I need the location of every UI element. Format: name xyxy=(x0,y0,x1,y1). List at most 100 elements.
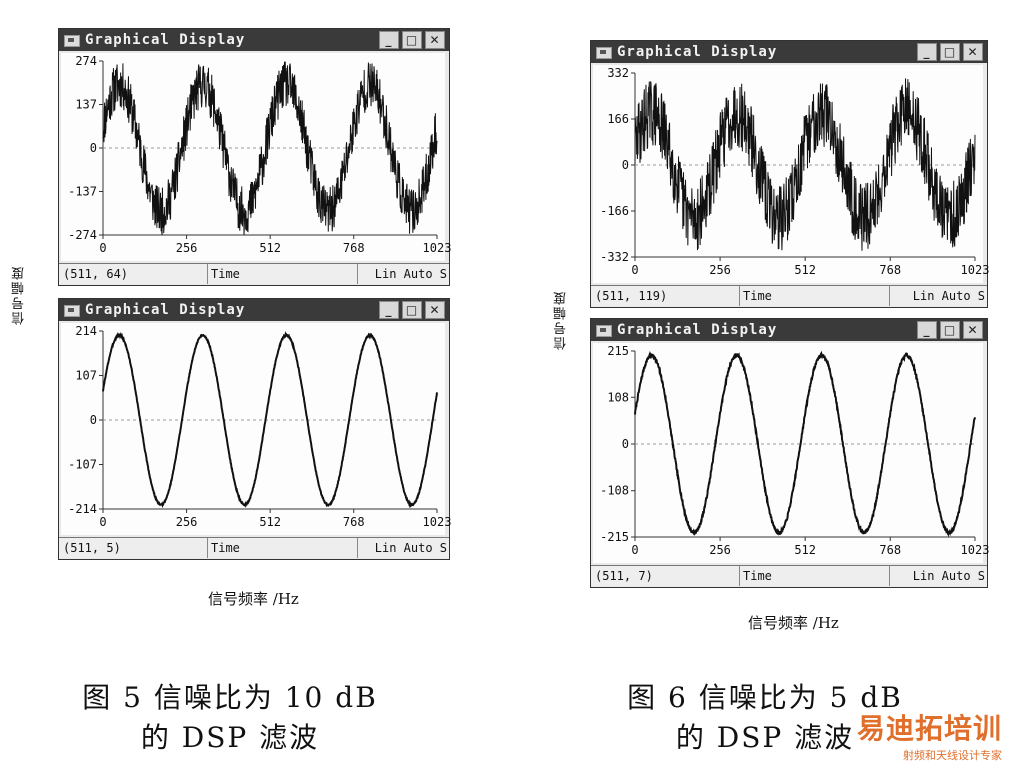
x-tick-label: 0 xyxy=(631,263,638,277)
maximize-icon: □ xyxy=(943,323,957,337)
cursor-readout: (511, 64) xyxy=(63,267,129,281)
x-tick-label: 512 xyxy=(259,241,281,255)
minimize-icon: _ xyxy=(923,323,931,337)
x-tick-label: 768 xyxy=(343,241,365,255)
y-tick-label: -137 xyxy=(68,185,97,199)
y-tick-label: 0 xyxy=(622,158,629,172)
close-icon: ✕ xyxy=(967,45,979,59)
x-tick-label: 256 xyxy=(176,515,198,529)
close-button[interactable]: ✕ xyxy=(963,43,983,61)
display-mode[interactable]: Time xyxy=(211,267,240,281)
window-title: Graphical Display xyxy=(617,322,778,338)
y-tick-label: -332 xyxy=(600,250,629,264)
y-axis-label-right: 信号幅度 xyxy=(554,290,569,350)
scale-mode[interactable]: Lin Auto S xyxy=(912,289,985,303)
window-title: Graphical Display xyxy=(85,32,246,48)
window-title-bar[interactable]: Graphical Display _ □ ✕ xyxy=(59,29,449,51)
plot-area: 274 137 0 -137 -274 0 256 512 768 1023 xyxy=(61,53,451,261)
minimize-button[interactable]: _ xyxy=(379,31,399,49)
cursor-readout: (511, 7) xyxy=(595,569,653,583)
scale-mode[interactable]: Lin Auto S xyxy=(374,541,447,555)
maximize-button[interactable]: □ xyxy=(402,301,422,319)
figure-5-caption-line1: 图 5 信噪比为 10 dB xyxy=(82,681,378,714)
maximize-button[interactable]: □ xyxy=(402,31,422,49)
y-tick-label: 0 xyxy=(622,437,629,451)
window-app-icon xyxy=(596,47,612,59)
watermark-brand: 易迪拓培训 xyxy=(856,712,1002,745)
y-tick-label: 107 xyxy=(75,369,97,383)
window-status-bar: (511, 7) Time Lin Auto S xyxy=(591,565,987,586)
figure-6-caption: 图 6 信噪比为 5 dB 的 DSP 滤波 xyxy=(580,678,950,758)
graphical-display-window-1[interactable]: Graphical Display _ □ ✕ (511, 64) Time Lin Aut… xyxy=(58,28,451,286)
minimize-button[interactable]: _ xyxy=(917,43,937,61)
y-tick-label: 166 xyxy=(607,112,629,126)
plot-area: 214 107 0 -107 -214 0 256 512 768 1023 xyxy=(61,323,451,535)
scale-mode[interactable]: Lin Auto S xyxy=(374,267,447,281)
window-title-bar[interactable]: Graphical Display _ □ ✕ xyxy=(591,41,987,63)
x-axis-label-right: 信号频率 /Hz xyxy=(748,614,839,632)
scale-mode[interactable]: Lin Auto S xyxy=(912,569,985,583)
x-axis-label-left: 信号频率 /Hz xyxy=(208,590,299,608)
signal-series-line xyxy=(634,350,976,538)
minimize-button[interactable]: _ xyxy=(379,301,399,319)
display-mode[interactable]: Time xyxy=(743,569,772,583)
x-tick-label: 0 xyxy=(631,543,638,557)
plot-area: 215 108 0 -108 -215 0 256 512 768 1023 xyxy=(593,343,989,563)
y-tick-label: -214 xyxy=(68,502,97,516)
maximize-button[interactable]: □ xyxy=(940,43,960,61)
close-button[interactable]: ✕ xyxy=(425,301,445,319)
x-tick-label: 512 xyxy=(259,515,281,529)
watermark: 易迪拓培训 射频和天线设计专家 xyxy=(857,707,1002,763)
figure-6-caption-line1: 图 6 信噪比为 5 dB xyxy=(627,681,903,714)
x-tick-label: 1023 xyxy=(961,263,990,277)
minimize-button[interactable]: _ xyxy=(917,321,937,339)
y-tick-label: 215 xyxy=(607,344,629,358)
maximize-icon: □ xyxy=(405,303,419,317)
x-tick-label: 512 xyxy=(794,543,816,557)
figure-5-caption-line2: 的 DSP 滤波 xyxy=(140,721,320,754)
signal-series-line xyxy=(634,78,976,251)
maximize-icon: □ xyxy=(405,33,419,47)
window-app-icon xyxy=(64,35,80,47)
close-button[interactable]: ✕ xyxy=(963,321,983,339)
window-title-bar[interactable]: Graphical Display _ □ ✕ xyxy=(59,299,449,321)
minimize-icon: _ xyxy=(385,303,393,317)
window-status-bar: (511, 5) Time Lin Auto S xyxy=(59,537,449,558)
close-icon: ✕ xyxy=(429,33,441,47)
signal-series-line xyxy=(102,330,438,509)
figure-5-caption: 图 5 信噪比为 10 dB 的 DSP 滤波 xyxy=(40,678,420,758)
y-tick-label: -166 xyxy=(600,204,629,218)
minimize-icon: _ xyxy=(385,33,393,47)
close-icon: ✕ xyxy=(967,323,979,337)
graphical-display-window-3[interactable]: Graphical Display _ □ ✕ (511, 119) Time Lin Au… xyxy=(590,40,989,308)
x-tick-label: 768 xyxy=(879,543,901,557)
display-mode[interactable]: Time xyxy=(211,541,240,555)
window-title-bar[interactable]: Graphical Display _ □ ✕ xyxy=(591,319,987,341)
y-tick-label: 332 xyxy=(607,66,629,80)
y-tick-label: -274 xyxy=(68,228,97,242)
graphical-display-window-2[interactable]: Graphical Display _ □ ✕ (511, 5) Time Lin Auto… xyxy=(58,298,451,560)
maximize-icon: □ xyxy=(943,45,957,59)
x-tick-label: 768 xyxy=(879,263,901,277)
y-tick-label: -107 xyxy=(68,458,97,472)
y-tick-label: 214 xyxy=(75,324,97,338)
y-tick-label: 108 xyxy=(607,390,629,404)
close-button[interactable]: ✕ xyxy=(425,31,445,49)
y-tick-label: -215 xyxy=(600,530,629,544)
watermark-sub: 射频和天线设计专家 xyxy=(903,749,1002,762)
x-tick-label: 1023 xyxy=(423,241,452,255)
y-tick-label: -108 xyxy=(600,484,629,498)
window-title: Graphical Display xyxy=(617,44,778,60)
figure-6-caption-line2: 的 DSP 滤波 xyxy=(675,721,855,754)
maximize-button[interactable]: □ xyxy=(940,321,960,339)
graphical-display-window-4[interactable]: Graphical Display _ □ ✕ (511, 7) Time Lin Auto… xyxy=(590,318,989,588)
window-title: Graphical Display xyxy=(85,302,246,318)
plot-area: 332 166 0 -166 -332 0 256 512 768 1023 xyxy=(593,65,989,283)
window-app-icon xyxy=(596,325,612,337)
close-icon: ✕ xyxy=(429,303,441,317)
display-mode[interactable]: Time xyxy=(743,289,772,303)
x-tick-label: 768 xyxy=(343,515,365,529)
